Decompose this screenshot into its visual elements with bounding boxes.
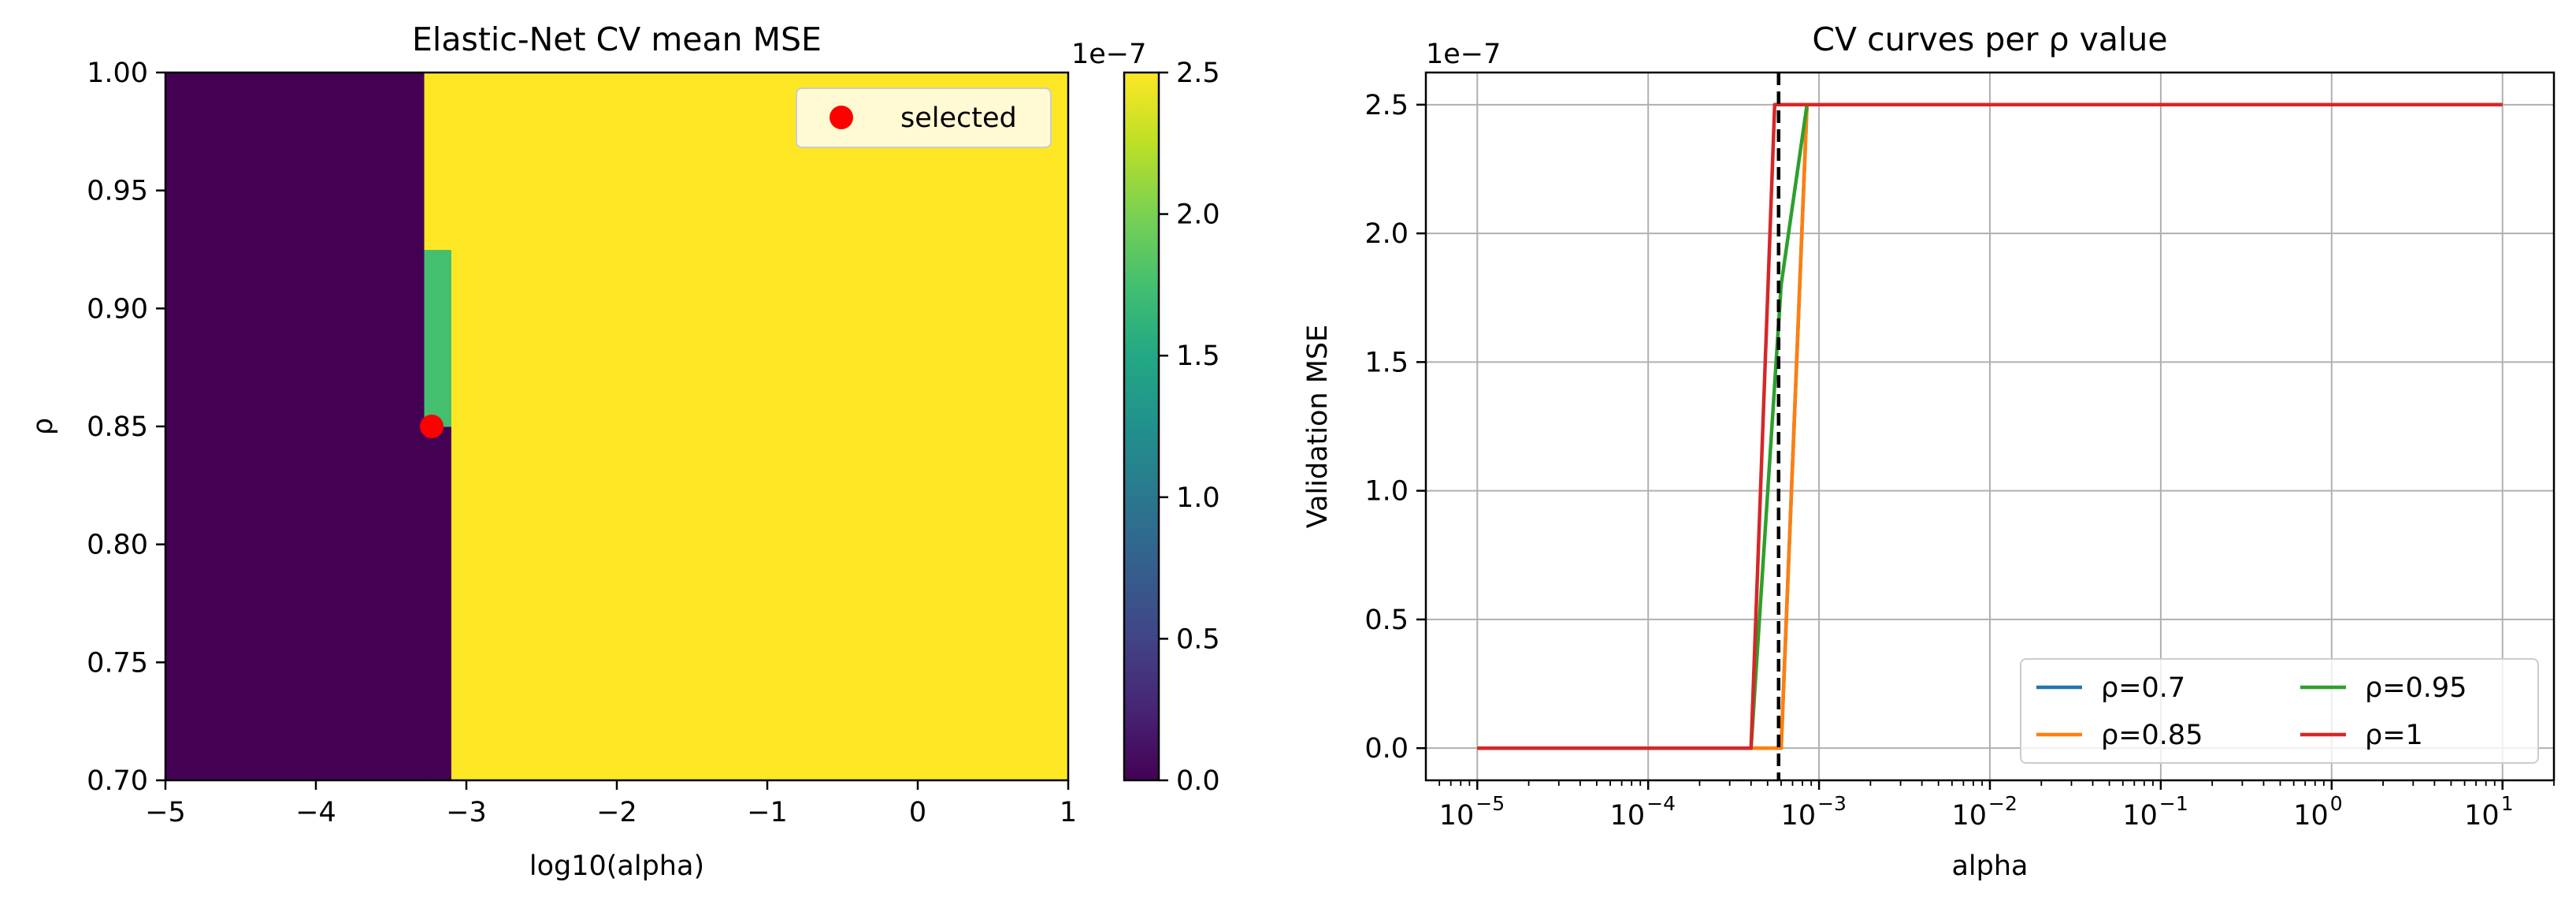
colorbar-tick-label: 1.0 <box>1176 482 1220 514</box>
x-tick-base: 10 <box>2464 800 2500 832</box>
heatmap-cell <box>424 249 452 427</box>
x-tick-label: 10 −3 <box>1781 792 1847 832</box>
y-tick-label: 1.5 <box>1364 347 1409 378</box>
x-tick-label: 10 0 <box>2293 792 2342 832</box>
y-tick-label: 0.90 <box>87 293 148 325</box>
x-tick-base: 10 <box>1951 800 1987 832</box>
colorbar-tick-label: 0.5 <box>1176 623 1220 655</box>
x-tick-label: −2 <box>596 797 637 828</box>
heatmap-title: Elastic-Net CV mean MSE <box>412 20 822 58</box>
y-tick-label: 0.80 <box>87 530 148 561</box>
x-tick-label: 10 −5 <box>1439 792 1505 832</box>
colorbar-offset-label: 1e−7 <box>1071 39 1146 70</box>
line-chart-title: CV curves per ρ value <box>1812 20 2167 58</box>
colorbar-tick-label: 1.5 <box>1176 340 1220 372</box>
colorbar-tick-label: 2.5 <box>1176 58 1220 89</box>
series-line <box>1477 102 2503 750</box>
heatmap-panel: −5 −4 −3 −2 −1 0 1 0.70 0.75 0.80 0.85 0.90 0.95 1.0… <box>28 20 1220 882</box>
x-tick-base: 10 <box>2293 800 2329 832</box>
y-tick-label: 0.95 <box>87 176 148 207</box>
legend-selected-marker <box>830 106 853 129</box>
x-tick-label: −3 <box>446 797 487 828</box>
x-tick-base: 10 <box>1439 800 1475 832</box>
colorbar-ticks: 0.0 0.5 1.0 1.5 2.0 2.5 <box>1159 58 1220 797</box>
heatmap-y-axis-label: ρ <box>28 418 59 435</box>
heatmap-cells <box>165 73 1069 781</box>
x-tick-exponent: −1 <box>2159 792 2188 815</box>
line-chart-panel: 10 −5 10 −4 10 −3 10 −2 10 −1 10 0 10 1 0.00.51.01.52… <box>1302 20 2556 882</box>
line-chart-y-axis-label: Validation MSE <box>1302 325 1334 528</box>
heatmap-cell <box>424 426 452 781</box>
x-tick-exponent: 0 <box>2330 792 2343 815</box>
legend-label: ρ=1 <box>2365 720 2423 751</box>
x-tick-label: 0 <box>909 797 926 828</box>
x-tick-label: 10 −2 <box>1951 792 2017 832</box>
colorbar-tick-label: 0.0 <box>1176 765 1220 797</box>
x-tick-label: 10 −4 <box>1610 792 1676 832</box>
legend-selected-label: selected <box>900 102 1017 134</box>
selected-point-marker <box>420 415 444 438</box>
y-tick-label: 0.70 <box>87 765 148 797</box>
colorbar: 0.0 0.5 1.0 1.5 2.0 2.5 1e−7 <box>1071 39 1220 797</box>
x-tick-exponent: −4 <box>1646 792 1676 815</box>
x-tick-exponent: −2 <box>1988 792 2017 815</box>
line-chart-legend: ρ=0.7 ρ=0.85 ρ=0.95 ρ=1 <box>2020 658 2539 764</box>
x-tick-base: 10 <box>2122 800 2158 832</box>
heatmap-x-axis-label: log10(alpha) <box>529 850 704 882</box>
heatmap-cell <box>424 73 452 251</box>
legend-label: ρ=0.85 <box>2101 720 2203 751</box>
x-tick-exponent: −5 <box>1475 792 1505 815</box>
x-tick-label: −1 <box>747 797 788 828</box>
line-chart-series <box>1477 102 2503 750</box>
heatmap-y-ticks: 0.70 0.75 0.80 0.85 0.90 0.95 1.00 <box>87 58 165 797</box>
y-tick-label: 2.0 <box>1364 218 1409 250</box>
x-tick-label: 1 <box>1060 797 1077 828</box>
x-tick-label: −4 <box>295 797 336 828</box>
x-tick-base: 10 <box>1781 800 1817 832</box>
heatmap-cell <box>451 73 1069 781</box>
line-chart-y-ticks: 0.0 0.5 1.0 1.5 2.0 2.5 <box>1364 90 1426 765</box>
y-tick-label: 0.5 <box>1364 605 1409 636</box>
legend-label: ρ=0.95 <box>2365 672 2467 704</box>
y-tick-label: 1.00 <box>87 58 148 89</box>
y-tick-label: 2.5 <box>1364 90 1409 121</box>
x-tick-label: −5 <box>145 797 186 828</box>
line-chart-x-axis-label: alpha <box>1951 850 2028 882</box>
heatmap-x-ticks: −5 −4 −3 −2 −1 0 1 <box>145 780 1077 828</box>
legend-label: ρ=0.7 <box>2101 672 2185 704</box>
y-tick-label: 0.0 <box>1364 733 1409 765</box>
y-tick-label: 1.0 <box>1364 476 1409 508</box>
x-tick-base: 10 <box>1610 800 1646 832</box>
x-tick-exponent: 1 <box>2501 792 2514 815</box>
x-tick-label: 10 −1 <box>2122 792 2188 832</box>
heatmap-legend: selected <box>796 87 1052 148</box>
x-tick-label: 10 1 <box>2464 792 2513 832</box>
y-tick-label: 0.85 <box>87 411 148 443</box>
y-tick-label: 0.75 <box>87 647 148 679</box>
colorbar-tick-label: 2.0 <box>1176 199 1220 231</box>
line-chart-y-offset-label: 1e−7 <box>1426 39 1501 70</box>
x-tick-exponent: −3 <box>1817 792 1847 815</box>
heatmap-cell <box>165 73 425 781</box>
line-chart-x-ticks: 10 −5 10 −4 10 −3 10 −2 10 −1 10 0 10 1 <box>1438 780 2555 832</box>
